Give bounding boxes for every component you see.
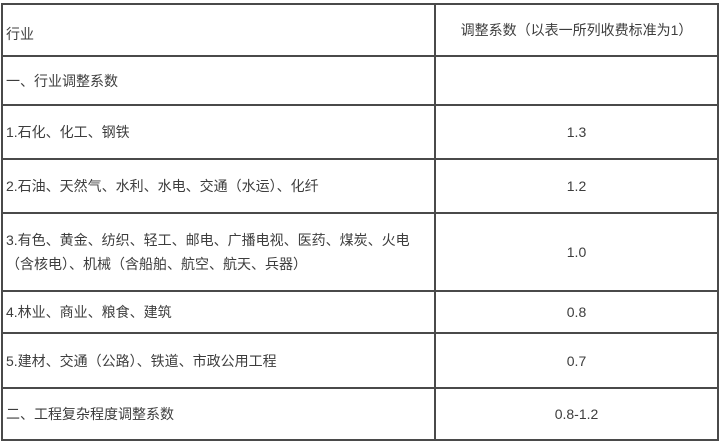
table-row: 2.石油、天然气、水利、水电、交通（水运）、化纤 1.2 xyxy=(1,158,719,214)
coefficient-cell: 1.2 xyxy=(434,158,719,214)
industry-cell: 4.林业、商业、粮食、建筑 xyxy=(1,290,436,334)
coefficient-cell: 0.8 xyxy=(434,290,719,334)
table-row: 5.建材、交通（公路）、铁道、市政公用工程 0.7 xyxy=(1,332,719,389)
table-row-section-complexity: 二、工程复杂程度调整系数 0.8-1.2 xyxy=(1,387,719,441)
col-header-coefficient: 调整系数（以表一所列收费标准为1） xyxy=(434,3,719,57)
industry-cell: 一、行业调整系数 xyxy=(1,55,436,106)
table-row-section-industry: 一、行业调整系数 xyxy=(1,55,719,106)
coefficient-cell xyxy=(434,55,719,106)
industry-cell: 2.石油、天然气、水利、水电、交通（水运）、化纤 xyxy=(1,158,436,214)
coefficient-cell: 0.7 xyxy=(434,332,719,389)
coefficient-cell: 1.3 xyxy=(434,104,719,160)
industry-cell: 二、工程复杂程度调整系数 xyxy=(1,387,436,441)
adjustment-coefficient-table: 行业 调整系数（以表一所列收费标准为1） 一、行业调整系数 1.石化、化工、钢铁… xyxy=(1,3,719,441)
table-row: 1.石化、化工、钢铁 1.3 xyxy=(1,104,719,160)
industry-cell: 5.建材、交通（公路）、铁道、市政公用工程 xyxy=(1,332,436,389)
table-row: 4.林业、商业、粮食、建筑 0.8 xyxy=(1,290,719,334)
table-row: 3.有色、黄金、纺织、轻工、邮电、广播电视、医药、煤炭、火电（含核电）、机械（含… xyxy=(1,212,719,292)
header-row: 行业 调整系数（以表一所列收费标准为1） xyxy=(1,3,719,57)
col-header-industry: 行业 xyxy=(1,3,436,57)
industry-cell: 3.有色、黄金、纺织、轻工、邮电、广播电视、医药、煤炭、火电（含核电）、机械（含… xyxy=(1,212,436,292)
coefficient-cell: 1.0 xyxy=(434,212,719,292)
industry-cell: 1.石化、化工、钢铁 xyxy=(1,104,436,160)
coefficient-cell: 0.8-1.2 xyxy=(434,387,719,441)
